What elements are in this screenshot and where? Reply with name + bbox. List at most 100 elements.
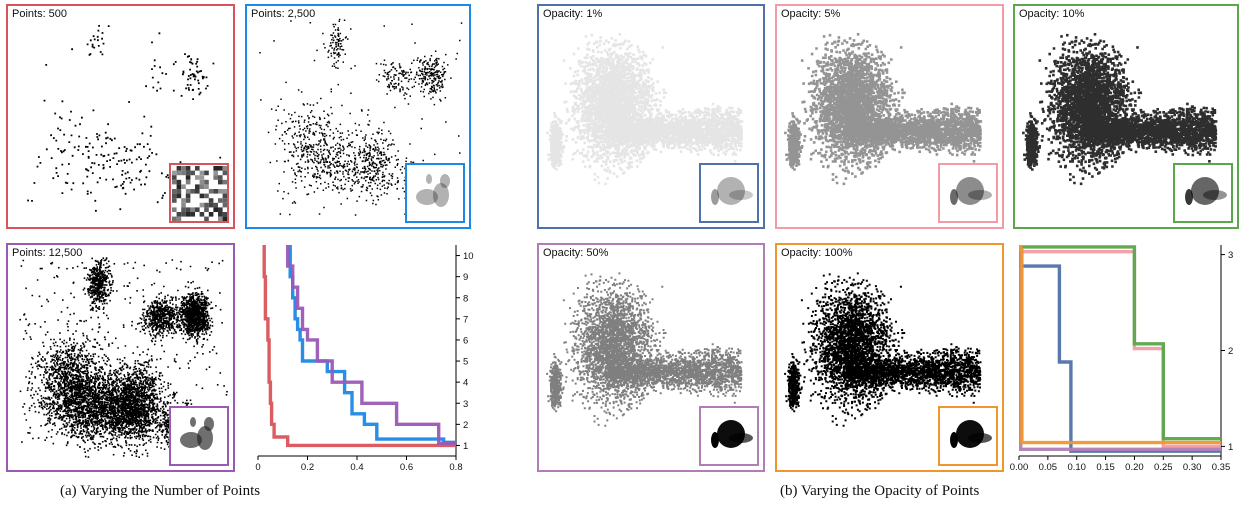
x-tick-label: 0.10 <box>1067 462 1086 473</box>
thumbnail-cell <box>185 175 191 180</box>
x-tick-label: 0.05 <box>1039 462 1058 473</box>
panel-label: Points: 2,500 <box>251 8 316 20</box>
thumbnail-cell <box>172 216 177 221</box>
thumbnail-cell <box>185 193 191 199</box>
y-tick-label: 5 <box>463 357 468 368</box>
x-tick-label: 0.35 <box>1212 462 1231 473</box>
y-tick-label: 7 <box>463 314 468 325</box>
y-tick-label: 1 <box>1228 442 1233 453</box>
thumbnail-cell <box>172 170 177 176</box>
panel-label: Opacity: 50% <box>543 247 609 259</box>
scatter-points <box>1022 33 1218 186</box>
scatter-plot <box>546 272 743 427</box>
thumbnail-cell <box>208 202 214 208</box>
scatter-points <box>546 272 743 427</box>
thumbnail-cell <box>208 189 214 194</box>
thumbnail-cell <box>218 189 223 194</box>
scatter-panel-opacity-100: Opacity: 100% <box>775 243 1004 472</box>
thumbnail-cell <box>172 179 177 185</box>
thumbnail-blob <box>440 174 450 188</box>
series-line <box>1018 245 1221 445</box>
thumbnail-blob <box>950 189 958 205</box>
x-tick-label: 0.2 <box>301 462 314 473</box>
scatter-points <box>546 33 744 186</box>
thumbnail-cell <box>222 212 227 217</box>
series-line <box>1018 245 1221 449</box>
thumbnail-cell <box>176 193 182 199</box>
series-line <box>262 245 456 448</box>
x-tick-label: 0.15 <box>1096 462 1115 473</box>
thumbnail-cell <box>204 207 209 212</box>
thumbnail-cell <box>185 166 191 171</box>
thumbnail-cell <box>213 175 218 180</box>
thumbnail-cell <box>195 207 200 212</box>
thumbnail-cell <box>218 166 223 171</box>
thumbnail-cell <box>204 170 209 176</box>
thumbnail-cell <box>195 184 200 189</box>
thumbnail-cell <box>181 198 186 203</box>
thumbnail-cell <box>172 193 177 199</box>
thumbnail-cell <box>208 198 214 203</box>
density-thumbnail <box>1173 163 1233 223</box>
panel-label: Opacity: 10% <box>1019 8 1085 20</box>
thumbnail-cell <box>185 207 191 212</box>
density-thumbnail <box>699 163 759 223</box>
y-tick-label: 3 <box>463 399 468 410</box>
scatter-panel-points-2500: Points: 2,500 <box>245 4 471 229</box>
thumbnail-cell <box>199 170 205 176</box>
thumbnail-cell <box>181 166 186 171</box>
thumbnail-cell <box>199 193 205 199</box>
thumbnail-cell <box>195 175 200 180</box>
thumbnail-cell <box>199 175 205 180</box>
thumbnail-cell <box>172 175 177 180</box>
thumbnail-cell <box>176 189 182 194</box>
thumbnail-blob <box>968 190 992 200</box>
density-thumbnail <box>169 163 229 223</box>
thumbnail-cell <box>213 207 218 212</box>
y-tick-label: 1 <box>463 441 468 452</box>
scatter-plot <box>546 33 744 186</box>
thumbnail-blob <box>1191 177 1219 205</box>
panel-label: Points: 12,500 <box>12 247 83 259</box>
thumbnail-cell <box>190 212 195 217</box>
y-tick-label: 10 <box>463 251 474 262</box>
thumbnail-cell <box>204 202 209 208</box>
thumbnail-blob <box>950 432 958 448</box>
x-tick-label: 0.4 <box>350 462 363 473</box>
density-thumbnail <box>405 163 465 223</box>
thumbnail-cell <box>218 175 223 180</box>
x-tick-label: 0.25 <box>1154 462 1173 473</box>
scatter-panel-points-12500: Points: 12,500 <box>6 243 235 472</box>
panel-label: Opacity: 1% <box>543 8 603 20</box>
thumbnail-cell <box>222 193 227 199</box>
x-tick-label: 0.8 <box>449 462 462 473</box>
scatter-plot <box>784 272 982 427</box>
thumbnail-cell <box>176 179 182 185</box>
x-tick-label: 0 <box>255 462 260 473</box>
thumbnail-cell <box>218 216 223 221</box>
y-tick-label: 2 <box>463 420 468 431</box>
thumbnail-cell <box>218 212 223 217</box>
series-line <box>1018 245 1221 452</box>
density-thumbnail <box>938 163 998 223</box>
thumbnail-cell <box>185 189 191 194</box>
scatter-points <box>784 33 983 186</box>
density-thumbnail <box>938 406 998 466</box>
thumbnail-cell <box>222 202 227 208</box>
thumbnail-cell <box>181 184 186 189</box>
scatter-plot <box>1022 33 1218 186</box>
thumbnail-cell <box>172 198 177 203</box>
thumbnail-cell <box>176 166 182 171</box>
thumbnail-cell <box>185 179 191 185</box>
thumbnail-blob <box>416 189 438 205</box>
thumbnail-blob <box>717 177 745 205</box>
thumbnail-blob <box>1185 189 1193 205</box>
thumbnail-cell <box>222 170 227 176</box>
thumbnail-cell <box>222 216 227 221</box>
series-line <box>288 245 456 445</box>
thumbnail-cell <box>181 170 186 176</box>
scatter-plot <box>784 33 983 186</box>
thumbnail-cell <box>222 198 227 203</box>
y-tick-label: 3 <box>1228 250 1233 261</box>
thumbnail-cell <box>213 166 218 171</box>
